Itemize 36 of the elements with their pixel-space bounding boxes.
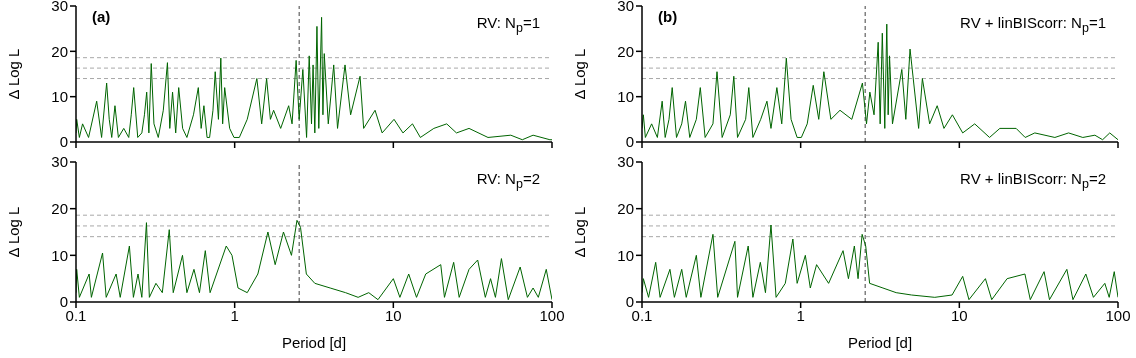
x-tick-label: 0.1 xyxy=(631,306,653,324)
x-tick-label: 100 xyxy=(1105,306,1131,324)
annotation: RV: N$_{p}$=2 xyxy=(476,170,540,191)
y-tick-label: 30 xyxy=(617,153,634,171)
y-axis-title: Δ Log L xyxy=(571,48,589,100)
y-axis-title: Δ Log L xyxy=(571,206,589,258)
y-tick-label: 0 xyxy=(59,293,68,311)
y-tick-label: 20 xyxy=(51,199,68,217)
x-tick-label: 10 xyxy=(950,306,968,324)
x-tick-label: 100 xyxy=(539,306,565,324)
y-tick-label: 10 xyxy=(51,246,68,264)
y-tick-label: 10 xyxy=(617,87,634,105)
annotation: (b) xyxy=(658,8,678,25)
annotation: RV + linBIScorr: N$_{p}$=1 xyxy=(960,14,1106,35)
y-tick-label: 0 xyxy=(625,133,634,151)
y-tick-label: 20 xyxy=(51,42,68,60)
annotation: RV: N$_{p}$=1 xyxy=(476,14,540,35)
x-tick-label: 10 xyxy=(384,306,402,324)
y-tick-label: 30 xyxy=(617,0,634,15)
y-axis-title: Δ Log L xyxy=(5,48,23,100)
x-tick-label: 0.1 xyxy=(65,306,87,324)
annotation: (a) xyxy=(92,8,111,25)
y-axis-title: Δ Log L xyxy=(5,206,23,258)
x-axis-title: Period [d] xyxy=(281,334,347,351)
y-tick-label: 10 xyxy=(617,246,634,264)
y-tick-label: 0 xyxy=(59,133,68,151)
x-tick-label: 1 xyxy=(230,306,239,324)
annotation: RV + linBIScorr: N$_{p}$=2 xyxy=(960,170,1106,191)
x-tick-label: 1 xyxy=(796,306,805,324)
y-tick-label: 30 xyxy=(51,0,68,15)
y-tick-label: 20 xyxy=(617,42,634,60)
y-tick-label: 20 xyxy=(617,199,634,217)
y-tick-label: 30 xyxy=(51,153,68,171)
y-tick-label: 10 xyxy=(51,87,68,105)
y-tick-label: 0 xyxy=(625,293,634,311)
x-axis-title: Period [d] xyxy=(847,334,913,351)
